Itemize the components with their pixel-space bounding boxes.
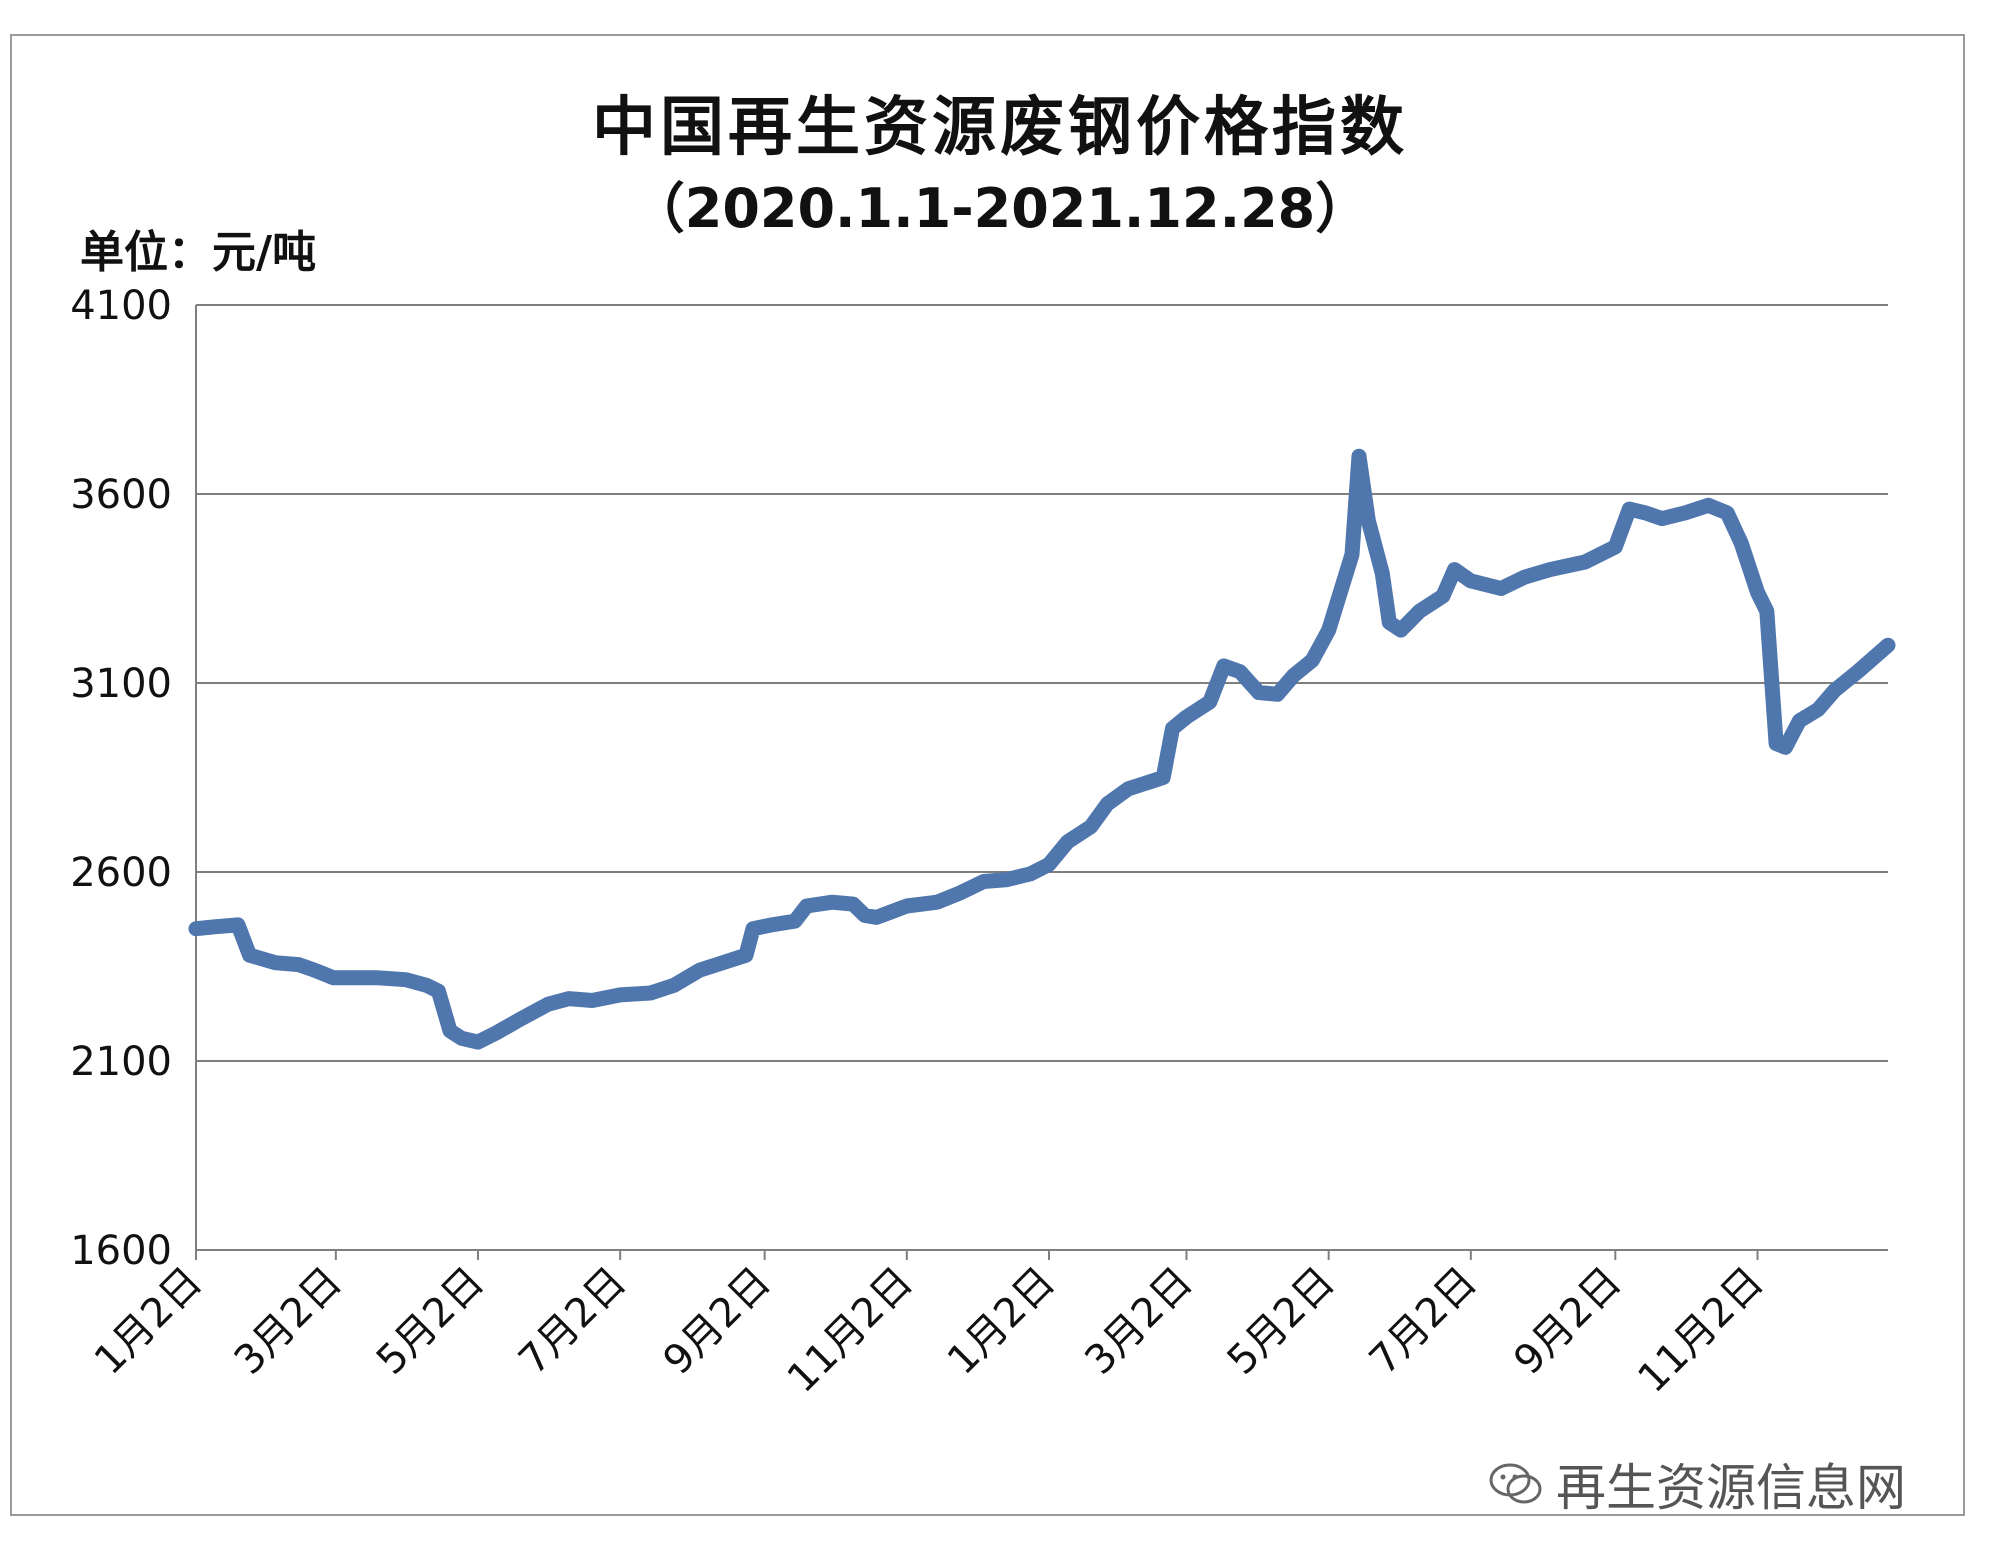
series-line-0 bbox=[188, 448, 1896, 1050]
x-tick-label: 3月2日 bbox=[1076, 1259, 1201, 1384]
y-tick-label: 1600 bbox=[70, 1228, 172, 1274]
x-tick-label: 1月2日 bbox=[86, 1259, 211, 1384]
x-tick-label: 11月2日 bbox=[1629, 1259, 1772, 1402]
x-tick-label: 11月2日 bbox=[779, 1259, 922, 1402]
x-tick-label: 5月2日 bbox=[368, 1259, 493, 1384]
watermark-text: 再生资源信息网 bbox=[1556, 1459, 1906, 1517]
chart-title: 中国再生资源废钢价格指数 bbox=[592, 91, 1408, 165]
chart-subtitle: （2020.1.1-2021.12.28） bbox=[630, 177, 1370, 240]
x-tick-label: 7月2日 bbox=[1361, 1259, 1486, 1384]
y-tick-label: 3100 bbox=[70, 661, 172, 707]
x-tick-label: 9月2日 bbox=[1505, 1259, 1630, 1384]
x-tick-label: 9月2日 bbox=[655, 1259, 780, 1384]
x-tick-label: 1月2日 bbox=[939, 1259, 1064, 1384]
x-tick-label: 7月2日 bbox=[510, 1259, 635, 1384]
y-axis-unit-label: 单位：元/吨 bbox=[80, 227, 317, 278]
x-tick-label: 5月2日 bbox=[1219, 1259, 1344, 1384]
x-tick-label: 3月2日 bbox=[226, 1259, 351, 1384]
watermark: 再生资源信息网 bbox=[1488, 1448, 1906, 1520]
y-tick-label: 2100 bbox=[70, 1039, 172, 1085]
grid-layer bbox=[196, 304, 1888, 1251]
y-tick-label: 4100 bbox=[70, 283, 172, 329]
wechat-icon bbox=[1489, 1463, 1542, 1504]
series-layer bbox=[188, 448, 1896, 1050]
chart-frame bbox=[10, 34, 1965, 1516]
y-tick-label: 3600 bbox=[70, 472, 172, 518]
y-tick-label: 2600 bbox=[70, 850, 172, 896]
